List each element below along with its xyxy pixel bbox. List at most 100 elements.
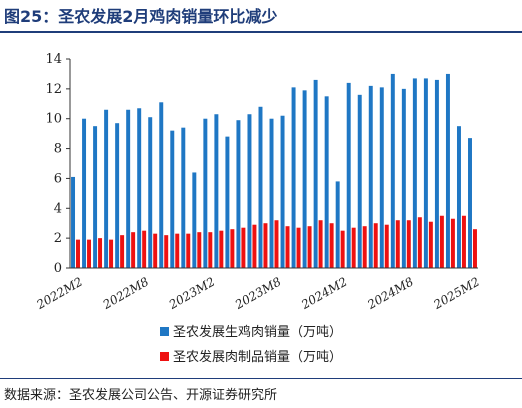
source-note: 数据来源：圣农发展公司公告、开源证券研究所 <box>4 388 278 403</box>
bar-chicken <box>401 88 406 268</box>
bar-processed <box>120 235 125 268</box>
x-tick-label: 2023M8 <box>232 274 284 312</box>
bar-chicken <box>236 120 241 268</box>
bar-processed <box>208 232 213 268</box>
bar-chicken <box>93 126 98 268</box>
bar-processed <box>76 239 80 268</box>
bar-chicken <box>170 130 175 268</box>
bar-processed <box>406 220 411 268</box>
x-tick-label: 2024M2 <box>298 274 350 312</box>
bar-processed <box>384 224 389 268</box>
bar-chicken <box>423 78 428 269</box>
bar-processed <box>307 226 312 268</box>
bar-chicken <box>115 123 120 268</box>
bar-processed <box>417 217 422 268</box>
bar-chicken <box>357 94 362 268</box>
bar-processed <box>329 223 334 268</box>
bar-chicken <box>302 90 307 268</box>
bar-processed <box>98 238 103 268</box>
bar-chicken <box>313 79 318 269</box>
bar-chicken <box>247 114 252 268</box>
bar-chart: 0 2 4 6 8 10 12 14 2022M2 2022M8 2023M2 2023M8 2024… <box>33 52 482 365</box>
bar-processed <box>142 230 147 268</box>
legend-label-chicken: 圣农发展生鸡肉销量（万吨） <box>173 324 342 340</box>
bar-processed <box>164 235 169 268</box>
y-tick-label: 12 <box>45 82 62 97</box>
bar-chicken <box>456 126 461 268</box>
bar-processed <box>197 232 202 268</box>
bar-chicken <box>434 79 439 269</box>
bar-processed <box>109 239 114 268</box>
bar-processed <box>351 227 356 268</box>
bar-processed <box>153 233 158 268</box>
y-tick-label: 6 <box>54 171 62 186</box>
bar-chicken <box>181 127 186 269</box>
bars-group <box>71 73 477 269</box>
bar-processed <box>186 233 191 268</box>
bar-processed <box>461 215 466 268</box>
y-tick-label: 0 <box>54 261 62 276</box>
bar-processed <box>230 229 235 268</box>
bar-chicken <box>379 87 384 268</box>
bar-chicken <box>324 96 329 268</box>
bar-processed <box>296 227 301 268</box>
bar-processed <box>131 232 136 268</box>
bar-chicken <box>203 118 208 268</box>
bar-chicken <box>412 78 417 269</box>
bar-processed <box>241 227 246 268</box>
bar-processed <box>428 221 433 268</box>
bar-processed <box>87 239 92 268</box>
bar-chicken <box>159 102 164 269</box>
bar-chicken <box>258 106 263 269</box>
bar-chicken <box>71 176 76 268</box>
x-axis: 2022M2 2022M8 2023M2 2023M8 2024M2 2024M8 2025… <box>33 267 482 312</box>
bar-chicken <box>192 172 197 268</box>
bar-processed <box>450 218 455 268</box>
bar-processed <box>252 224 257 268</box>
bar-chicken <box>225 136 230 268</box>
source-rule <box>0 378 522 379</box>
title-rule <box>0 31 522 33</box>
bar-chicken <box>126 109 131 268</box>
bar-processed <box>274 220 279 268</box>
bar-processed <box>219 230 224 268</box>
y-tick-label: 14 <box>45 52 62 67</box>
bar-chicken <box>390 73 395 268</box>
legend: 圣农发展生鸡肉销量（万吨） 圣农发展肉制品销量（万吨） <box>160 324 342 365</box>
x-tick-label: 2022M2 <box>33 274 85 312</box>
bar-processed <box>373 223 378 268</box>
bar-chicken <box>346 82 351 268</box>
y-tick-label: 2 <box>54 231 62 246</box>
bar-processed <box>472 229 477 268</box>
legend-swatch-chicken <box>160 327 169 336</box>
bar-processed <box>175 233 180 268</box>
bar-chicken <box>82 118 87 268</box>
x-tick-label: 2024M8 <box>364 274 416 312</box>
bar-processed <box>263 223 268 268</box>
bar-processed <box>395 220 400 268</box>
bar-processed <box>439 215 444 268</box>
bar-chicken <box>148 117 153 268</box>
bar-chicken <box>335 181 340 268</box>
x-tick-label: 2025M2 <box>430 274 482 312</box>
y-axis: 0 2 4 6 8 10 12 14 <box>45 52 71 276</box>
bar-processed <box>340 230 345 268</box>
y-tick-label: 8 <box>54 142 62 157</box>
legend-label-processed: 圣农发展肉制品销量（万吨） <box>173 349 342 365</box>
x-tick-label: 2023M2 <box>166 274 218 312</box>
bar-processed <box>285 226 290 268</box>
bar-chicken <box>137 108 142 268</box>
legend-swatch-processed <box>160 352 169 361</box>
bar-chicken <box>468 138 472 268</box>
y-tick-label: 4 <box>54 201 62 216</box>
bar-processed <box>318 220 323 268</box>
bar-chicken <box>291 87 296 268</box>
bar-processed <box>362 226 367 268</box>
bar-chicken <box>368 85 373 268</box>
figure-title: 图25：圣农发展2月鸡肉销量环比减少 <box>4 7 278 26</box>
bar-chicken <box>269 118 274 268</box>
bar-chicken <box>280 115 285 268</box>
x-tick-label: 2022M8 <box>100 274 152 312</box>
bar-chicken <box>445 73 450 268</box>
bar-chicken <box>214 114 219 268</box>
